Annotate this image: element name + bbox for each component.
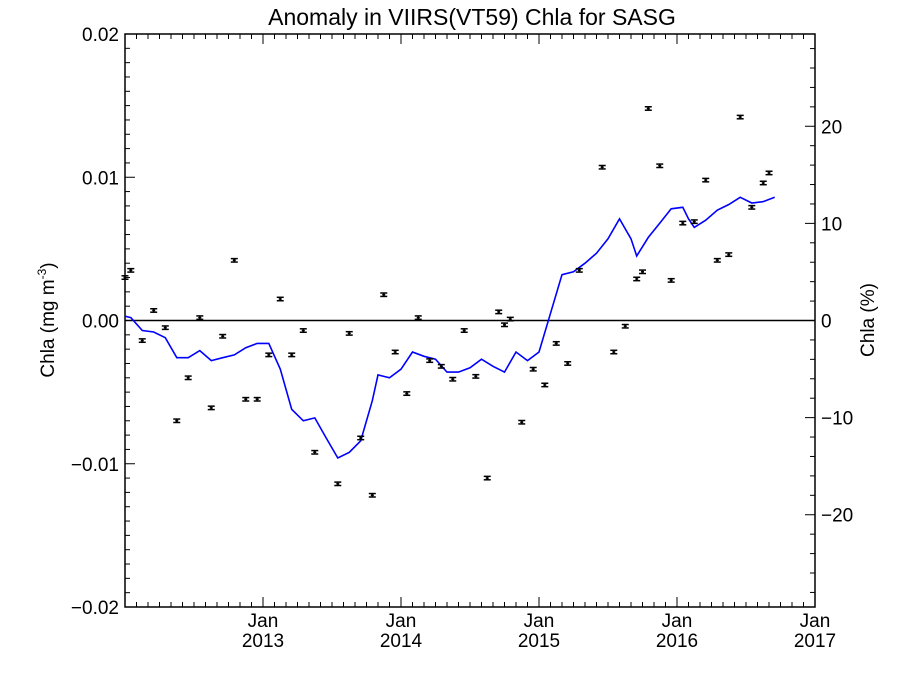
axes: [124, 33, 816, 608]
data-point: [437, 363, 445, 369]
y-axis-left-title-close: ): [38, 262, 59, 268]
data-point: [276, 296, 284, 302]
data-point: [472, 373, 480, 379]
data-point: [449, 376, 457, 382]
x-tick-label-month: Jan: [386, 611, 417, 632]
data-point: [138, 338, 146, 344]
y-axis-right-title: Chla (%): [858, 283, 879, 357]
y-right-tick-label: 10: [821, 214, 842, 235]
x-tick-label-year: 2013: [242, 631, 284, 652]
data-point: [311, 449, 319, 455]
y-left-tick-label: 0.00: [82, 312, 119, 333]
data-point: [334, 481, 342, 487]
data-point: [639, 269, 646, 275]
data-point: [253, 396, 261, 402]
data-point: [299, 328, 307, 333]
y-left-tick-label: −0.01: [71, 455, 119, 476]
data-point: [748, 204, 756, 210]
x-tick-label-year: 2015: [518, 631, 560, 652]
data-point: [121, 275, 129, 280]
tick-labels-layer: 0.020.010.00−0.01−0.0220100−10−20Jan2013…: [71, 25, 853, 652]
data-point: [196, 315, 204, 321]
data-point: [230, 257, 238, 263]
data-point: [391, 349, 399, 355]
data-point: [690, 219, 698, 225]
data-point: [483, 475, 491, 481]
data-point: [575, 267, 583, 273]
data-point: [207, 405, 215, 411]
data-point: [265, 352, 273, 358]
data-point: [725, 252, 733, 258]
data-point: [541, 382, 549, 388]
data-points-layer: [121, 106, 773, 498]
data-point: [414, 315, 422, 321]
data-point: [702, 177, 710, 183]
y-axis-left-title: Chla (mg m-3): [35, 262, 59, 377]
trend-line: [124, 196, 775, 460]
data-point: [173, 418, 181, 424]
data-point: [759, 180, 767, 186]
data-point: [288, 352, 296, 358]
data-point: [518, 419, 526, 425]
y-left-tick-label: 0.01: [82, 168, 119, 189]
data-point: [679, 220, 687, 226]
data-point: [380, 292, 388, 298]
data-point: [403, 391, 411, 397]
chart-title: Anomaly in VIIRS(VT59) Chla for SASG: [268, 4, 676, 30]
data-point: [495, 309, 503, 315]
x-tick-label-month: Jan: [662, 611, 693, 632]
data-point: [644, 106, 652, 111]
data-point: [506, 316, 514, 322]
y-axis-left-title-sup: -3: [35, 268, 49, 279]
data-point: [242, 396, 250, 402]
data-point: [656, 163, 664, 169]
data-point: [667, 277, 675, 283]
y-left-tick-label: 0.02: [82, 25, 119, 46]
data-point: [345, 330, 353, 336]
y-axis-left-title-text: Chla (mg m: [38, 279, 59, 377]
data-point: [633, 276, 641, 282]
data-point: [150, 308, 158, 313]
y-right-tick-label: 20: [821, 117, 842, 138]
data-point: [765, 170, 773, 176]
x-tick-label-month: Jan: [248, 611, 279, 632]
data-point: [460, 328, 468, 333]
data-point: [368, 492, 376, 498]
y-left-tick-label: −0.02: [71, 598, 119, 619]
x-tick-label-month: Jan: [800, 611, 831, 632]
x-tick-label-year: 2016: [656, 631, 698, 652]
y-right-tick-label: −20: [821, 506, 853, 527]
data-point: [184, 375, 192, 381]
data-point: [219, 333, 227, 339]
y-right-tick-label: −10: [821, 409, 853, 430]
data-point: [713, 257, 721, 263]
data-point: [621, 323, 629, 329]
x-tick-label-year: 2014: [380, 631, 423, 652]
data-point: [357, 435, 365, 441]
data-point: [501, 322, 508, 328]
data-point: [598, 164, 606, 170]
data-point: [564, 361, 572, 366]
data-point: [161, 325, 169, 331]
trend-line-layer: [124, 196, 775, 460]
data-point: [426, 358, 434, 364]
data-point: [127, 267, 135, 273]
y-right-tick-label: 0: [821, 312, 832, 333]
data-point: [529, 366, 537, 372]
x-tick-label-year: 2017: [794, 631, 836, 652]
data-point: [552, 340, 560, 346]
data-point: [736, 114, 744, 120]
x-tick-label-month: Jan: [524, 611, 555, 632]
data-point: [610, 349, 618, 355]
